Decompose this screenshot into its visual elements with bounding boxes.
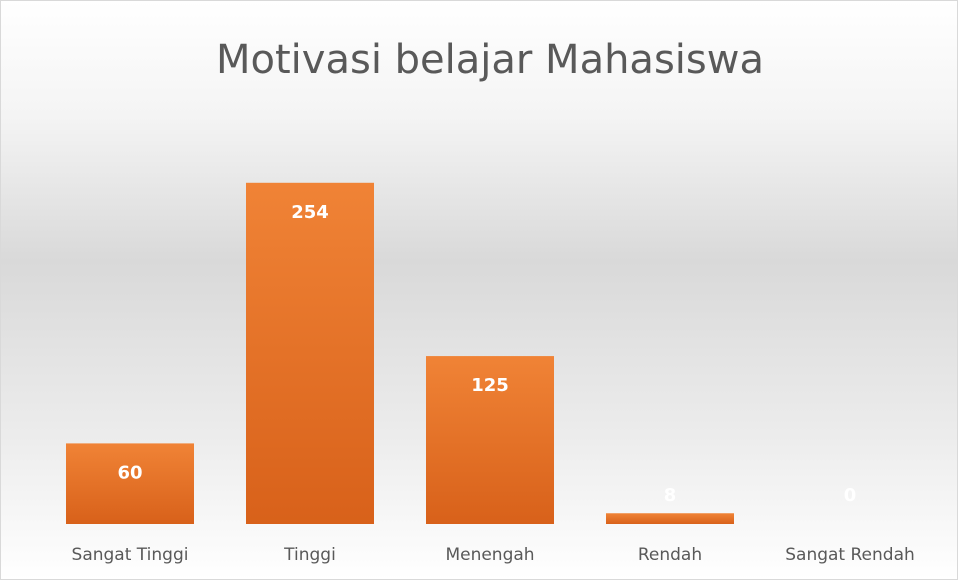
data-label: 8 xyxy=(664,485,677,506)
bar xyxy=(66,443,194,524)
x-tick-label: Tinggi xyxy=(283,545,336,565)
bar xyxy=(246,182,374,524)
data-label: 254 xyxy=(291,202,329,223)
data-label: 0 xyxy=(844,485,857,506)
x-tick-label: Menengah xyxy=(445,545,534,565)
chart-title: Motivasi belajar Mahasiswa xyxy=(216,37,764,83)
data-label: 60 xyxy=(117,462,142,483)
bar xyxy=(426,356,554,524)
x-tick-label: Sangat Rendah xyxy=(785,545,915,565)
data-label: 125 xyxy=(471,375,509,396)
x-tick-label: Sangat Tinggi xyxy=(72,545,189,565)
bar xyxy=(606,513,734,524)
x-tick-label: Rendah xyxy=(638,545,702,565)
